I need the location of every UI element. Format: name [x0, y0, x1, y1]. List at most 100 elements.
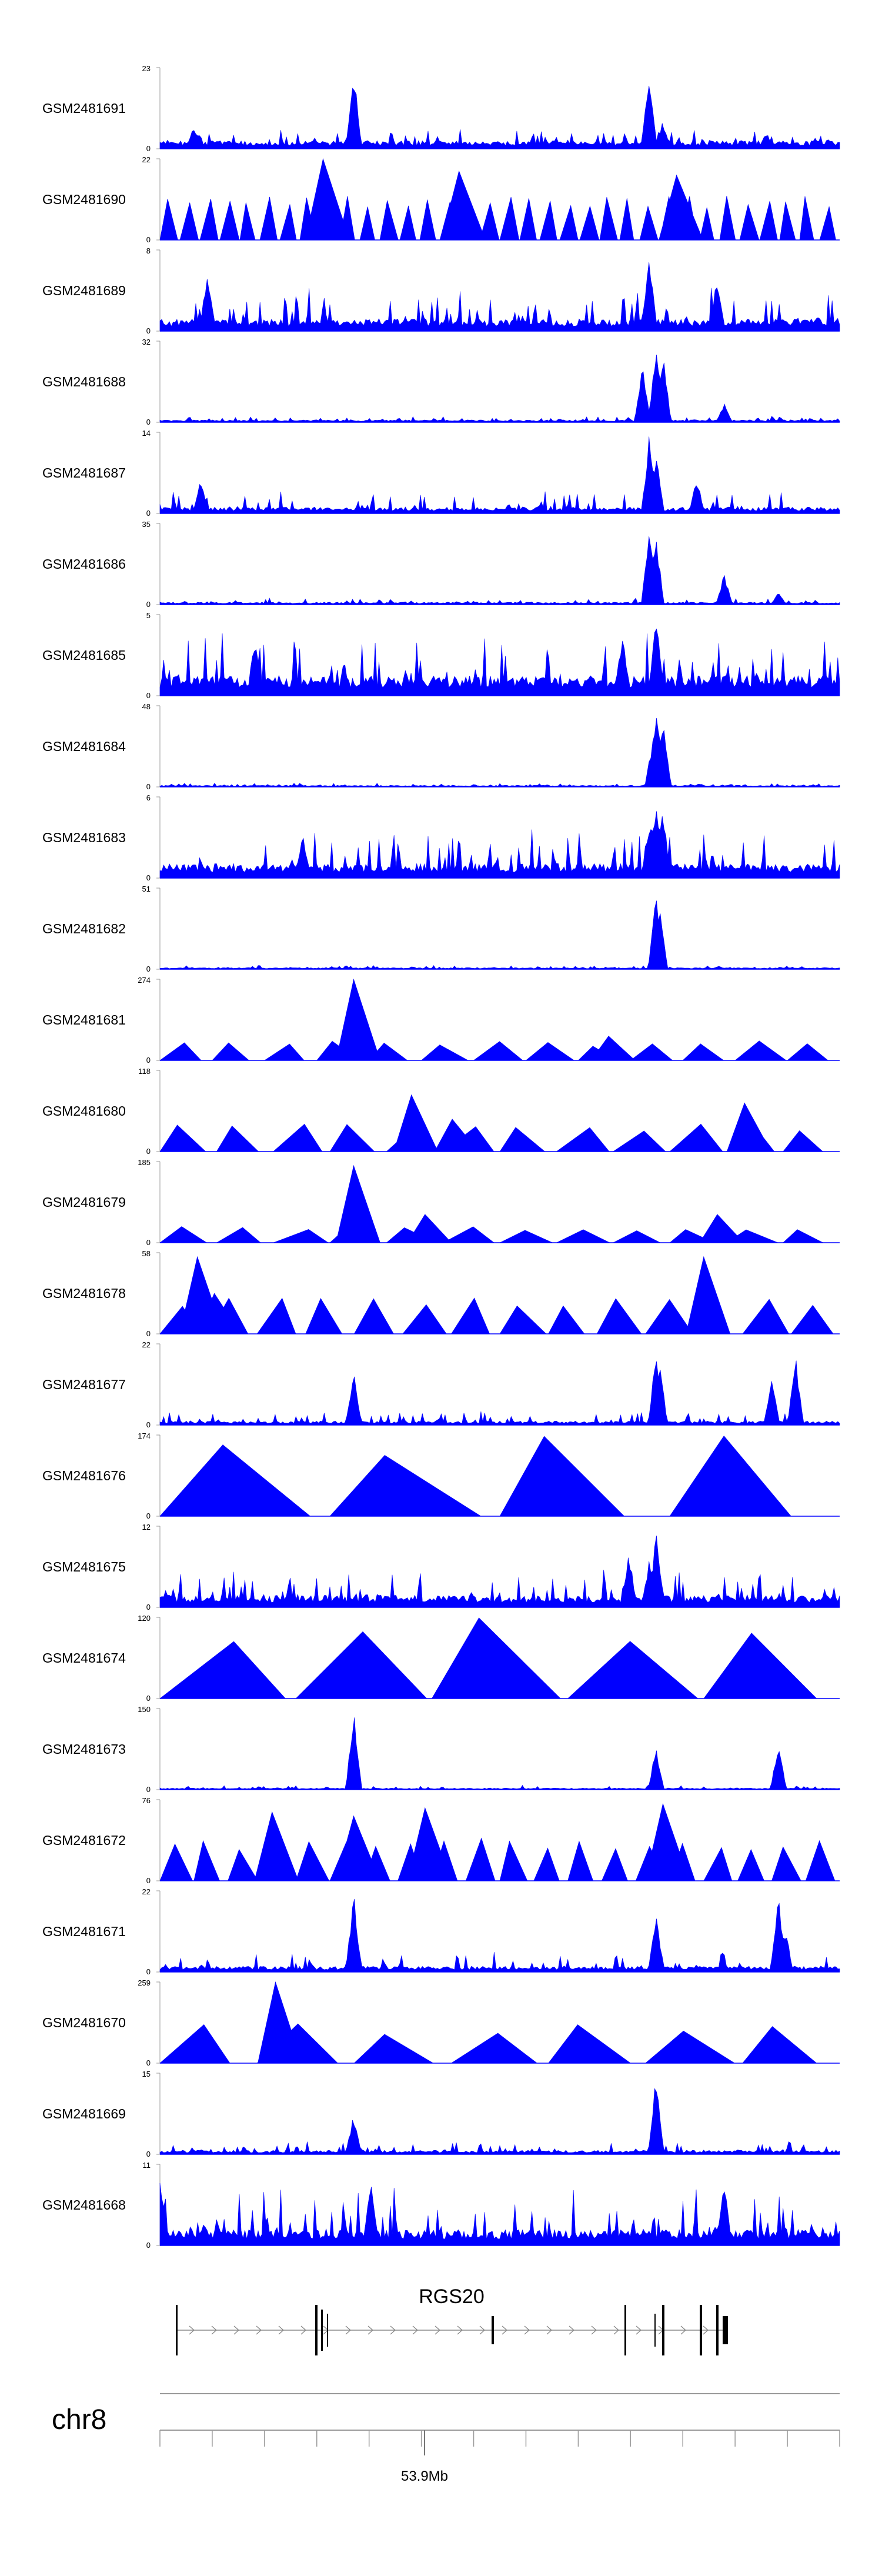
- track-label: GSM2481672: [42, 1833, 126, 1848]
- track-GSM2481676: GSM2481676 174 0: [42, 1432, 840, 1520]
- track-ymin: 0: [146, 873, 151, 882]
- gene-name-label: RGS20: [419, 2285, 485, 2308]
- exon: [327, 2314, 328, 2347]
- track-ymin: 0: [146, 600, 151, 609]
- track-ymax: 6: [146, 793, 151, 802]
- exon: [723, 2316, 728, 2344]
- track-label: GSM2481671: [42, 1924, 126, 1939]
- chromosome-axis: chr8 53.9Mb: [52, 2393, 840, 2484]
- track-label: GSM2481689: [42, 283, 126, 298]
- track-ymax: 48: [142, 702, 151, 711]
- track-label: GSM2481688: [42, 374, 126, 389]
- track-signal-GSM2481671: [159, 1898, 840, 1973]
- exon: [662, 2305, 664, 2355]
- track-ymax: 22: [142, 1887, 151, 1896]
- track-label: GSM2481682: [42, 921, 126, 936]
- track-GSM2481686: GSM2481686 35 0: [42, 520, 840, 609]
- exon: [654, 2314, 656, 2347]
- track-GSM2481682: GSM2481682 51 0: [42, 885, 840, 973]
- strand-arrow: [479, 2325, 485, 2335]
- track-label: GSM2481676: [42, 1468, 126, 1483]
- track-signal-GSM2481685: [159, 628, 840, 696]
- track-signal-GSM2481677: [159, 1360, 840, 1426]
- track-ymax: 35: [142, 520, 151, 529]
- track-label: GSM2481678: [42, 1286, 126, 1301]
- track-signal-GSM2481687: [159, 436, 840, 514]
- track-label: GSM2481691: [42, 101, 126, 116]
- track-ymax: 118: [138, 1067, 151, 1076]
- track-GSM2481681: GSM2481681 274 0: [42, 976, 840, 1065]
- track-label: GSM2481680: [42, 1103, 126, 1119]
- track-signal-GSM2481672: [159, 1803, 836, 1881]
- track-ymax: 23: [142, 64, 151, 73]
- axis-ticks: [159, 2430, 840, 2455]
- track-GSM2481672: GSM2481672 76 0: [42, 1796, 840, 1885]
- track-ymax: 11: [143, 2161, 151, 2170]
- track-GSM2481685: GSM2481685 5 0: [42, 611, 840, 700]
- track-GSM2481687: GSM2481687 14 0: [42, 429, 840, 518]
- strand-arrow: [233, 2325, 239, 2335]
- track-ymin: 0: [146, 235, 151, 244]
- track-ymin: 0: [146, 1238, 151, 1247]
- track-ymax: 32: [142, 338, 151, 346]
- exon: [321, 2310, 323, 2351]
- strand-arrow: [457, 2325, 463, 2335]
- track-ymax: 58: [142, 1249, 151, 1258]
- strand-arrow: [680, 2325, 686, 2335]
- track-ymin: 0: [146, 1420, 151, 1429]
- signal-tracks: GSM2481691230GSM2481690220GSM248168980GS…: [42, 64, 840, 2250]
- track-ymax: 174: [138, 1432, 151, 1440]
- strand-arrow: [636, 2325, 642, 2335]
- strand-arrow: [211, 2325, 217, 2335]
- exon: [700, 2305, 702, 2355]
- strand-arrow: [300, 2325, 306, 2335]
- strand-arrow: [591, 2325, 597, 2335]
- strand-arrow: [613, 2325, 619, 2335]
- track-label: GSM2481675: [42, 1559, 126, 1574]
- track-signal-GSM2481690: [159, 158, 836, 241]
- gene-model-rgs20: RGS20: [176, 2285, 728, 2355]
- track-ymin: 0: [146, 144, 151, 153]
- track-label: GSM2481683: [42, 830, 126, 845]
- track-label: GSM2481686: [42, 556, 126, 572]
- track-ymin: 0: [146, 326, 151, 335]
- track-ymin: 0: [146, 1147, 151, 1156]
- track-signal-GSM2481678: [159, 1256, 834, 1334]
- chromosome-label: chr8: [52, 2404, 106, 2435]
- track-ymin: 0: [146, 1056, 151, 1065]
- strand-arrow: [435, 2325, 440, 2335]
- track-ymax: 15: [142, 2070, 151, 2078]
- track-label: GSM2481687: [42, 465, 126, 481]
- track-GSM2481680: GSM2481680 118 0: [42, 1067, 840, 1156]
- track-GSM2481679: GSM2481679 185 0: [42, 1158, 840, 1247]
- strand-arrow: [345, 2325, 351, 2335]
- strand-arrow: [278, 2325, 284, 2335]
- track-GSM2481688: GSM2481688 32 0: [42, 338, 840, 426]
- track-GSM2481690: GSM2481690 22 0: [42, 155, 840, 244]
- track-ymax: 120: [138, 1614, 151, 1623]
- track-ymin: 0: [146, 691, 151, 700]
- strand-arrow: [546, 2325, 552, 2335]
- track-signal-GSM2481679: [159, 1164, 824, 1243]
- track-ymin: 0: [146, 2150, 151, 2158]
- track-ymin: 0: [146, 509, 151, 518]
- track-GSM2481683: GSM2481683 6 0: [42, 793, 840, 882]
- strand-arrow: [368, 2325, 373, 2335]
- track-ymax: 8: [146, 246, 151, 255]
- exon: [315, 2305, 318, 2355]
- track-label: GSM2481690: [42, 192, 126, 207]
- strand-arrow: [524, 2325, 530, 2335]
- track-GSM2481671: GSM2481671 22 0: [42, 1887, 840, 1976]
- track-signal-GSM2481669: [159, 2088, 840, 2155]
- track-ymin: 0: [146, 965, 151, 973]
- track-GSM2481684: GSM2481684 48 0: [42, 702, 840, 791]
- track-ymin: 0: [146, 1511, 151, 1520]
- track-label: GSM2481677: [42, 1377, 126, 1392]
- exon: [176, 2305, 178, 2355]
- strand-arrow: [390, 2325, 396, 2335]
- track-signal-GSM2481684: [159, 718, 840, 788]
- track-label: GSM2481673: [42, 1741, 126, 1757]
- strand-arrow: [256, 2325, 262, 2335]
- track-label: GSM2481681: [42, 1012, 126, 1027]
